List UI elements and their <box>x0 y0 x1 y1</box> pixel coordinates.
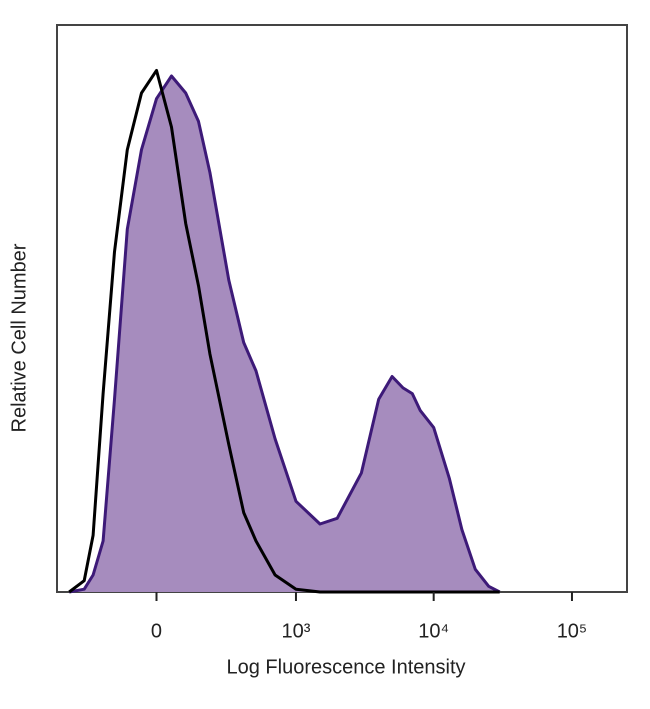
y-axis-title: Relative Cell Number <box>8 243 30 432</box>
area-fill <box>69 76 500 592</box>
x-tick-label: 10⁵ <box>557 620 588 642</box>
series-line <box>68 74 501 594</box>
x-axis-title: Log Fluorescence Intensity <box>226 656 465 678</box>
x-tick-label: 0 <box>151 620 162 642</box>
x-tick-label: 10³ <box>282 620 311 642</box>
x-tick-label: 10⁴ <box>418 620 449 642</box>
